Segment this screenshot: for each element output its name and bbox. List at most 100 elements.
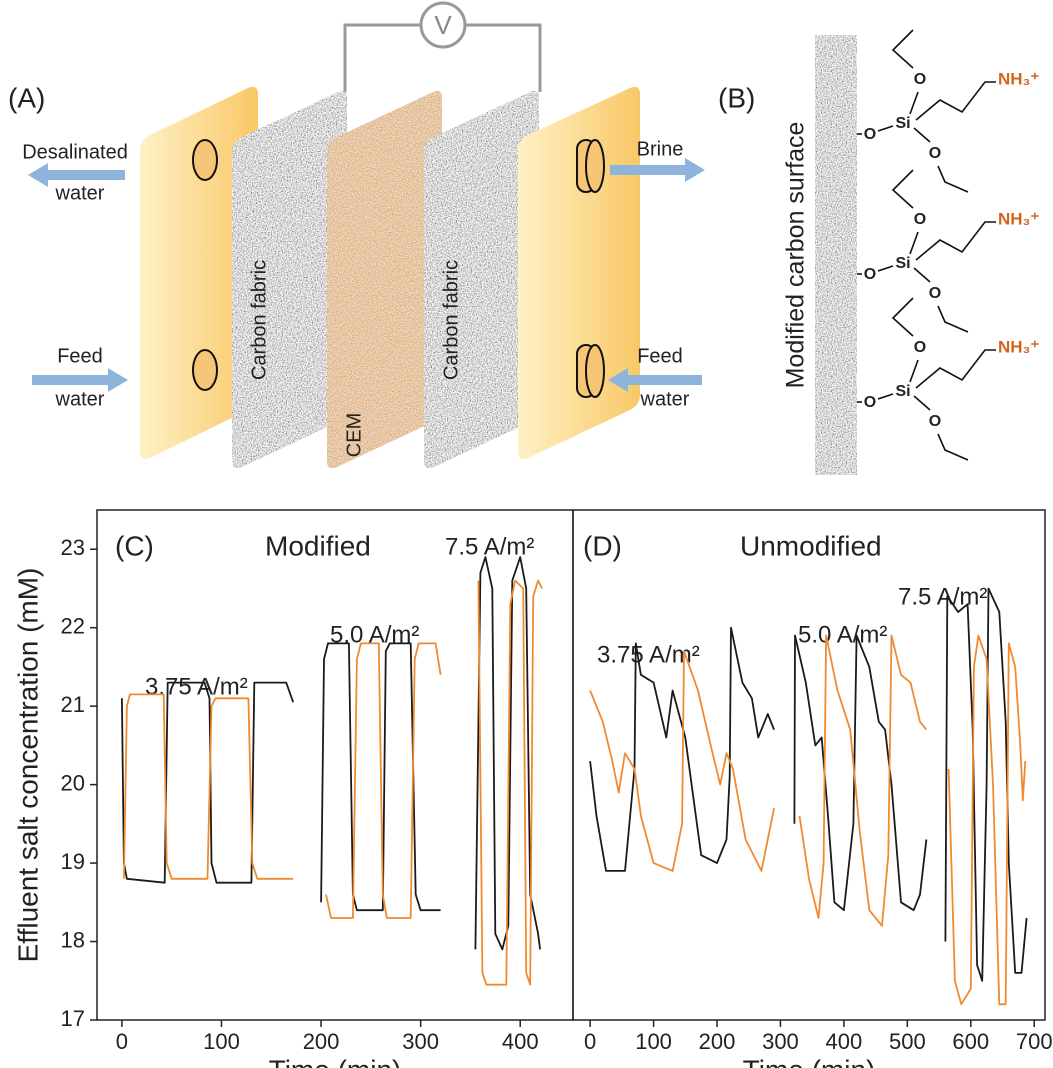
annotation: 7.5 A/m²: [898, 583, 987, 610]
atom: O: [929, 145, 941, 162]
chart: 17 18 19 20 21 22 23 0 100 200 300 400 Time (min) Eff…: [12, 509, 574, 1068]
molecule: O Si O O NH₃⁺: [857, 169, 1039, 333]
bond: [891, 297, 914, 337]
x-tick-label: 200: [699, 1029, 736, 1054]
bond: [913, 127, 931, 143]
panel-a: (A) V Carbon fabric CEM Carbon fabric De…: [8, 1, 705, 469]
plot-frame: [96, 509, 574, 1021]
flow-label: water: [55, 182, 105, 204]
molecule: O Si O O NH₃⁺: [857, 29, 1039, 193]
atom: O: [864, 266, 876, 283]
flow-label: water: [640, 388, 690, 410]
atom: O: [929, 413, 941, 430]
series-line: [589, 587, 1028, 982]
x-tick-label: 300: [402, 1029, 439, 1054]
x-tick-label: 0: [116, 1029, 128, 1054]
plot-frame: [572, 509, 1046, 1021]
annotation: 7.5 A/m²: [445, 533, 534, 560]
atom: O: [864, 394, 876, 411]
atom: O: [914, 71, 926, 88]
bond: [913, 267, 931, 283]
x-axis-label: Time (min): [743, 1054, 876, 1068]
carbon-fabric: [424, 90, 539, 469]
bond: [915, 81, 996, 121]
x-tick-label: 200: [303, 1029, 340, 1054]
bond: [877, 125, 894, 132]
bond: [909, 231, 919, 255]
bond: [937, 433, 969, 461]
x-tick-label: 700: [1016, 1029, 1053, 1054]
carbon-surface: [815, 35, 857, 475]
amine: NH₃⁺: [998, 337, 1039, 356]
flow-label: Desalinated: [22, 141, 128, 163]
y-tick-label: 21: [61, 692, 85, 717]
voltmeter-label: V: [434, 10, 452, 40]
layer-label: Carbon fabric: [440, 260, 462, 380]
x-tick-label: 400: [826, 1029, 863, 1054]
arrows: [28, 158, 705, 392]
flow-label: Feed: [57, 345, 103, 367]
wire: [465, 23, 542, 92]
bond: [915, 349, 996, 389]
cem: [327, 90, 442, 469]
surface-label: Modified carbon surface: [782, 122, 810, 389]
atom: O: [914, 339, 926, 356]
series-line: [589, 634, 1027, 1006]
panel-b: (B) Modified carbon surface O Si O O NH₃⁺ O Si…: [718, 29, 1039, 475]
chart: 0 100 200 300 400 500 600 700 Time (min) (D) Unmod…: [572, 509, 1053, 1068]
x-tick-label: 600: [952, 1029, 989, 1054]
bond: [877, 265, 894, 272]
bond: [913, 395, 931, 411]
chart-title: Unmodified: [740, 530, 882, 561]
wire: [343, 23, 421, 92]
x-tick-label: 0: [584, 1029, 596, 1054]
y-tick-label: 22: [61, 614, 85, 639]
voltmeter: [419, 1, 467, 49]
panel-label: (A): [8, 82, 45, 113]
y-tick-label: 20: [61, 770, 85, 795]
series-line: [121, 556, 541, 951]
x-axis-label: Time (min): [269, 1054, 402, 1068]
y-tick-label: 17: [61, 1006, 85, 1031]
panel-label: (C): [115, 530, 154, 561]
layer-label: CEM: [343, 413, 365, 457]
annotation: 3.75 A/m²: [597, 641, 700, 668]
y-tick-label: 23: [61, 535, 85, 560]
y-tick-label: 18: [61, 927, 85, 952]
bond: [891, 29, 914, 69]
panel-label: (B): [718, 82, 755, 113]
layer-label: Carbon fabric: [248, 260, 270, 380]
x-tick-label: 400: [502, 1029, 539, 1054]
amine: NH₃⁺: [998, 69, 1039, 88]
port: [576, 139, 605, 398]
panel-label: (D): [583, 530, 622, 561]
x-tick-label: 500: [889, 1029, 926, 1054]
series-line: [123, 579, 543, 986]
port: [192, 139, 218, 181]
flow-label: Feed: [637, 345, 683, 367]
atom: O: [864, 126, 876, 143]
bond: [937, 305, 969, 333]
y-tick-label: 19: [61, 849, 85, 874]
bond: [909, 359, 919, 383]
atom: O: [914, 211, 926, 228]
port: [192, 349, 218, 391]
y-axis-label: Effluent salt concentration (mM): [12, 568, 43, 963]
atom: Si: [895, 255, 910, 272]
x-tick-label: 100: [203, 1029, 240, 1054]
flow-label: water: [55, 388, 105, 410]
annotation: 3.75 A/m²: [145, 673, 248, 700]
amine: NH₃⁺: [998, 209, 1039, 228]
molecule: O Si O O NH₃⁺: [857, 297, 1039, 461]
x-tick-label: 300: [762, 1029, 799, 1054]
carbon-fabric: [232, 90, 347, 469]
bond: [937, 165, 969, 193]
atom: O: [929, 285, 941, 302]
annotation: 5.0 A/m²: [798, 621, 887, 648]
bond: [877, 393, 894, 400]
chart-title: Modified: [265, 530, 371, 561]
bond: [891, 169, 914, 209]
bond: [915, 221, 996, 261]
end-plate: [518, 86, 640, 460]
